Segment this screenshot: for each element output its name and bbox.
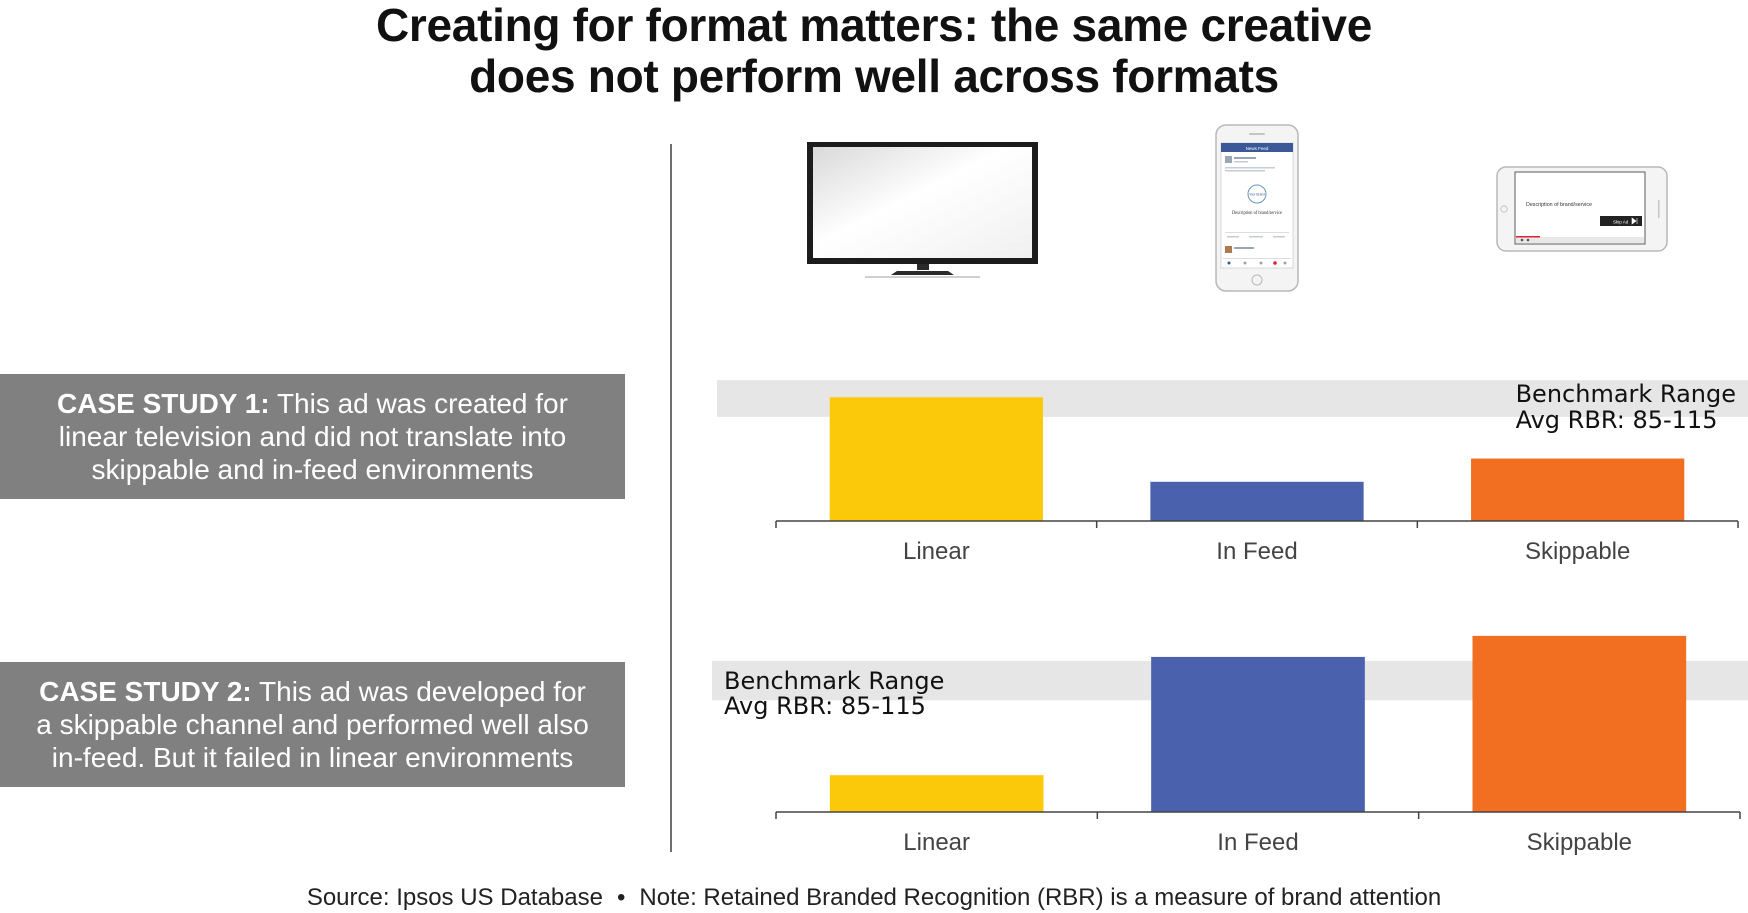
case-study-2-line-1: CASE STUDY 2: This ad was developed for — [0, 675, 625, 708]
bar-skippable — [1472, 635, 1687, 812]
bar-linear — [829, 775, 1044, 812]
phone-feed-header: News Feed — [1246, 146, 1269, 151]
case-study-2-line-3: in-feed. But it failed in linear environ… — [51, 742, 574, 773]
bar-in-feed — [1151, 656, 1365, 812]
title-line-2: does not perform well across formats — [469, 50, 1279, 102]
source-text: Source: Ipsos US Database — [306, 884, 603, 911]
phone-post-text: Description of brand/service — [1232, 209, 1283, 216]
vertical-divider — [670, 144, 672, 852]
case-study-2-label: CASE STUDY 2: — [39, 676, 252, 707]
case-study-2-box: CASE STUDY 2: This ad was developed for … — [0, 662, 625, 787]
footer-separator: • — [616, 884, 626, 911]
tablet-skip-ad-button: Skip Ad — [1613, 220, 1629, 225]
smartphone-icon: News Feed Your Brand Description of bran… — [1215, 124, 1299, 292]
category-label: In Feed — [1216, 538, 1297, 565]
benchmark-label-line-2: Avg RBR: 85-115 — [1516, 406, 1718, 434]
footer-source: Source: Ipsos US Database • Note: Retained… — [0, 884, 1748, 912]
title-line-1: Creating for format matters: the same cr… — [376, 0, 1372, 51]
note-text: Note: Retained Branded Recognition (RBR)… — [639, 884, 1442, 911]
category-label: Skippable — [1527, 829, 1632, 856]
tablet-video-text: Description of brand/service — [1526, 202, 1592, 208]
television-icon — [807, 142, 1038, 278]
case-study-1-text-1: This ad was created for — [276, 388, 568, 419]
phone-brand-logo: Your Brand — [1249, 193, 1265, 197]
category-label: Linear — [903, 538, 970, 565]
bar-skippable — [1471, 458, 1685, 521]
case-study-1-line-2: linear television and did not translate … — [58, 421, 567, 452]
tablet-landscape-icon: Description of brand/service Skip Ad — [1496, 166, 1668, 252]
case-study-2-text-1: This ad was developed for — [259, 676, 586, 707]
category-label: Skippable — [1525, 538, 1630, 565]
bar-in-feed — [1150, 481, 1364, 521]
case-study-1-line-1: CASE STUDY 1: This ad was created for — [0, 387, 625, 420]
case-study-2-line-2: a skippable channel and performed well a… — [36, 709, 589, 740]
case-study-1-line-3: skippable and in-feed environments — [91, 454, 534, 485]
benchmark-label-line-2: Avg RBR: 85-115 — [724, 692, 926, 720]
case-study-1-label: CASE STUDY 1: — [57, 388, 270, 419]
case-study-1-box: CASE STUDY 1: This ad was created for li… — [0, 374, 625, 499]
bar-linear — [829, 397, 1043, 521]
benchmark-label-line-1: Benchmark Range — [1516, 380, 1736, 408]
benchmark-label-line-1: Benchmark Range — [724, 667, 944, 695]
category-label: In Feed — [1217, 829, 1298, 856]
category-label: Linear — [903, 829, 970, 856]
page-title: Creating for format matters: the same cr… — [0, 0, 1748, 102]
